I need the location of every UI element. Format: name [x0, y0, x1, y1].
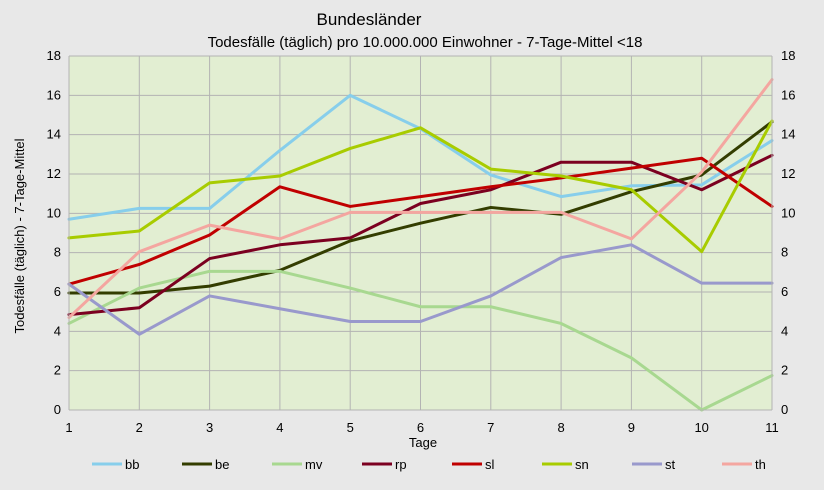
legend: bb be mv rp sl sn st th [92, 457, 766, 472]
x-tick-label: 8 [557, 420, 564, 435]
y-tick-label-left: 4 [54, 323, 61, 338]
x-tick-label: 5 [347, 420, 354, 435]
y-tick-label-right: 16 [781, 87, 795, 102]
y-tick-label-right: 8 [781, 245, 788, 260]
y-tick-label-left: 18 [47, 48, 61, 63]
y-tick-label-right: 2 [781, 363, 788, 378]
legend-label-mv: mv [305, 457, 323, 472]
y-tick-label-left: 16 [47, 87, 61, 102]
x-tick-label: 4 [276, 420, 283, 435]
y-tick-label-right: 6 [781, 284, 788, 299]
x-tick-label: 10 [694, 420, 708, 435]
legend-label-rp: rp [395, 457, 407, 472]
y-tick-label-left: 10 [47, 205, 61, 220]
legend-label-th: th [755, 457, 766, 472]
series-line-sn [67, 119, 774, 254]
y-tick-label-left: 2 [54, 363, 61, 378]
chart-title: Bundesländer [317, 10, 422, 29]
series-line-st [67, 243, 774, 336]
legend-label-sn: sn [575, 457, 589, 472]
y-tick-label-left: 0 [54, 402, 61, 417]
x-tick-label: 3 [206, 420, 213, 435]
x-tick-label: 2 [136, 420, 143, 435]
chart-subtitle: Todesfälle (täglich) pro 10.000.000 Einw… [208, 34, 643, 51]
y-tick-label-right: 4 [781, 323, 788, 338]
series-lines [67, 78, 774, 412]
x-axis-title: Tage [409, 435, 437, 450]
series-line-rp [67, 153, 774, 317]
y-tick-label-left: 8 [54, 245, 61, 260]
x-tick-label: 6 [417, 420, 424, 435]
x-tick-label: 9 [628, 420, 635, 435]
series-line-mv [67, 269, 774, 412]
y-tick-label-right: 0 [781, 402, 788, 417]
y-tick-label-right: 14 [781, 127, 795, 142]
series-line-be [67, 120, 774, 295]
legend-label-be: be [215, 457, 229, 472]
series-line-sl [67, 156, 774, 286]
x-tick-label: 7 [487, 420, 494, 435]
y-tick-label-left: 12 [47, 166, 61, 181]
series-line-th [67, 78, 774, 320]
y-tick-label-right: 10 [781, 205, 795, 220]
y-tick-label-right: 12 [781, 166, 795, 181]
y-tick-label-left: 6 [54, 284, 61, 299]
x-tick-label: 1 [65, 420, 72, 435]
legend-label-bb: bb [125, 457, 139, 472]
y-tick-label-left: 14 [47, 127, 61, 142]
y-axis-title: Todesfälle (täglich) - 7-Tage-Mittel [12, 138, 27, 333]
legend-label-sl: sl [485, 457, 495, 472]
y-tick-label-right: 18 [781, 48, 795, 63]
legend-label-st: st [665, 457, 676, 472]
x-tick-label: 11 [765, 420, 779, 435]
